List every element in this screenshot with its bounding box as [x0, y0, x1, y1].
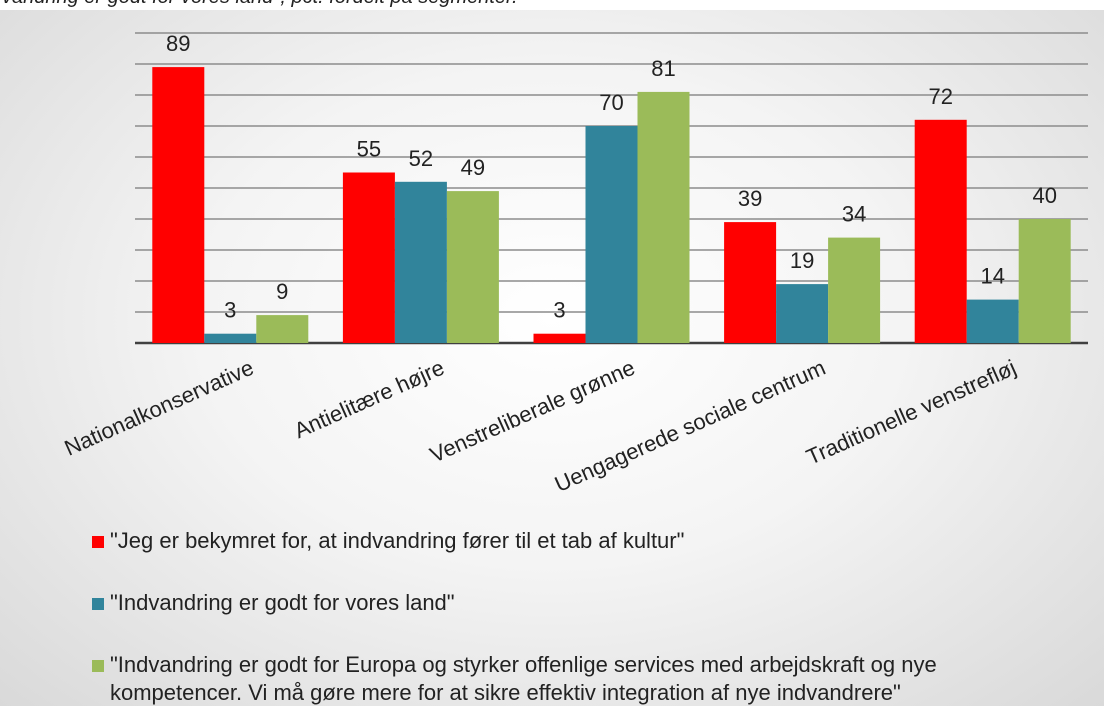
bar [585, 126, 638, 343]
bar [204, 333, 257, 343]
x-tick-label: Nationalkonservative [61, 355, 258, 461]
bar [394, 181, 447, 343]
x-tick-label: Antielitære højre [290, 355, 448, 443]
bar [776, 284, 829, 343]
bar [533, 333, 586, 343]
data-label: 14 [980, 264, 1004, 289]
data-label: 72 [928, 84, 952, 109]
bar [966, 299, 1019, 343]
x-tick-label: Traditionelle venstrefløj [803, 355, 1020, 470]
data-label: 34 [842, 202, 866, 227]
legend-label: "Indvandring er godt for Europa og styrk… [110, 652, 937, 705]
legend-item: "Indvandring er godt for vores land" [92, 589, 1052, 617]
legend-item: "Jeg er bekymret for, at indvandring før… [92, 527, 1052, 555]
data-label: 55 [357, 137, 381, 162]
bar [152, 67, 205, 343]
data-label: 9 [276, 279, 288, 304]
data-label: 49 [461, 155, 485, 180]
data-label: 70 [599, 90, 623, 115]
data-label: 3 [553, 298, 565, 323]
bar [914, 119, 967, 343]
data-label: 3 [224, 298, 236, 323]
bar [637, 91, 690, 344]
data-label: 89 [166, 31, 190, 56]
data-label: 39 [738, 186, 762, 211]
bar [1018, 219, 1071, 343]
data-label: 52 [409, 146, 433, 171]
bar [342, 172, 395, 343]
bar [256, 315, 309, 343]
legend-label: "Jeg er bekymret for, at indvandring før… [110, 528, 685, 553]
bar [828, 237, 881, 343]
legend: "Jeg er bekymret for, at indvandring før… [92, 527, 1052, 706]
bar [446, 191, 499, 343]
legend-label: "Indvandring er godt for vores land" [110, 590, 455, 615]
data-label: 40 [1032, 183, 1056, 208]
legend-swatch [92, 660, 104, 672]
subtitle: vandring er godt for vores land", pct. f… [0, 0, 1104, 10]
legend-item: "Indvandring er godt for Europa og styrk… [92, 651, 1052, 706]
legend-swatch [92, 598, 104, 610]
legend-swatch [92, 536, 104, 548]
data-label: 19 [790, 248, 814, 273]
bar [724, 222, 777, 343]
data-label: 81 [651, 56, 675, 81]
